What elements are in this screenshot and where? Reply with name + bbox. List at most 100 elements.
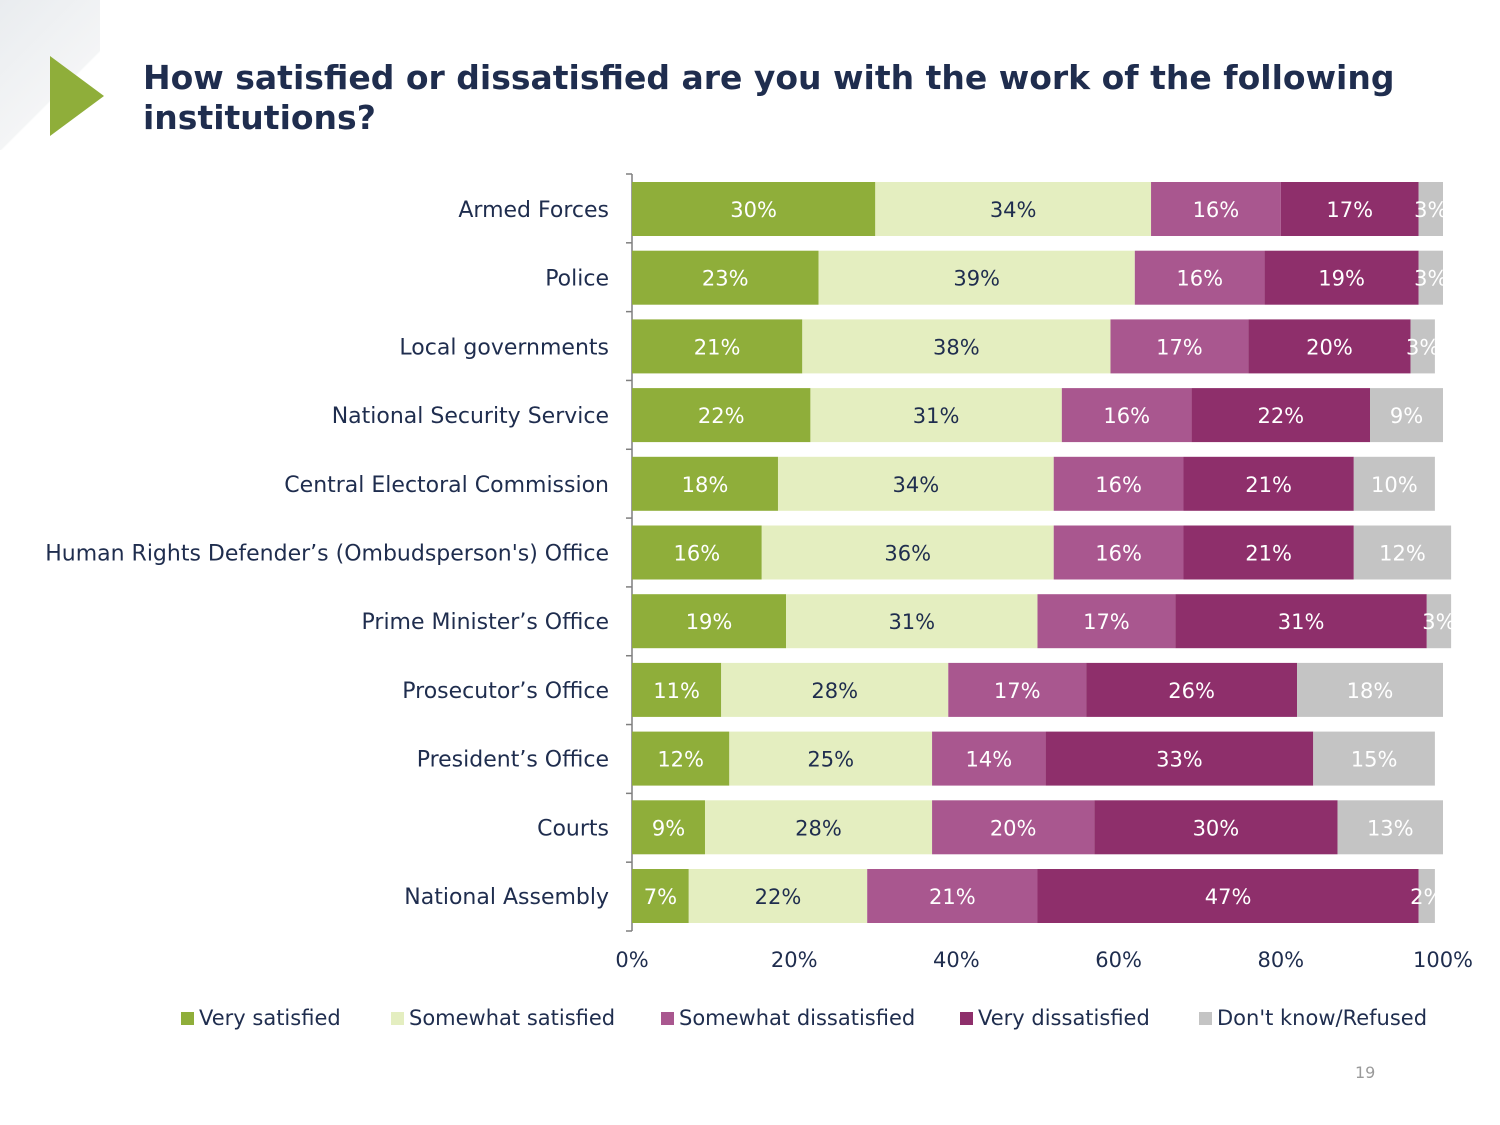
legend-item: Very dissatisfied bbox=[960, 1003, 1150, 1033]
category-label: Prime Minister’s Office bbox=[362, 610, 609, 635]
data-label: 21% bbox=[1245, 473, 1292, 497]
bar-segment bbox=[932, 800, 1095, 855]
legend-label: Somewhat satisfied bbox=[409, 1006, 616, 1030]
bar-segment bbox=[632, 319, 803, 374]
data-label: 31% bbox=[913, 404, 960, 428]
legend-swatch bbox=[391, 1011, 404, 1025]
data-label: 21% bbox=[1245, 542, 1292, 566]
bar-segment bbox=[632, 594, 787, 649]
data-label: 11% bbox=[653, 679, 700, 703]
bar-segment bbox=[948, 662, 1087, 717]
data-label: 31% bbox=[888, 610, 935, 634]
bar-segment bbox=[1264, 250, 1419, 305]
data-label: 20% bbox=[990, 816, 1037, 840]
bar-segment bbox=[1175, 594, 1427, 649]
category-label: Armed Forces bbox=[458, 198, 609, 223]
bar-segment bbox=[1086, 662, 1298, 717]
legend-item: Somewhat dissatisfied bbox=[661, 1003, 915, 1033]
bar-segment bbox=[632, 456, 778, 511]
category-label: Prosecutor’s Office bbox=[402, 679, 609, 704]
bar-segment bbox=[632, 250, 819, 305]
bar-segment bbox=[1053, 525, 1184, 580]
data-label: 34% bbox=[893, 473, 940, 497]
legend-item: Somewhat satisfied bbox=[391, 1003, 615, 1033]
data-label: 16% bbox=[1095, 473, 1142, 497]
x-tick-label: 80% bbox=[1257, 948, 1304, 972]
bar-segment bbox=[688, 869, 868, 923]
x-tick-label: 20% bbox=[771, 948, 818, 972]
bar-segment bbox=[1418, 250, 1443, 305]
x-tick-label: 40% bbox=[933, 948, 980, 972]
data-label: 16% bbox=[1103, 404, 1150, 428]
bar-segment bbox=[632, 388, 811, 443]
bar-segment bbox=[1418, 869, 1435, 923]
data-label: 12% bbox=[657, 748, 704, 772]
bar-segment bbox=[932, 731, 1046, 786]
data-label: 14% bbox=[965, 748, 1012, 772]
stacked-bar-chart: Armed Forces 30% 34% 16% 17% 3% Police 23% 39% 16… bbox=[45, 173, 1473, 972]
bar-segment bbox=[704, 800, 933, 855]
data-label: 34% bbox=[990, 198, 1037, 222]
data-label: 38% bbox=[933, 335, 980, 359]
legend-swatch bbox=[1199, 1011, 1212, 1025]
data-label: 9% bbox=[1390, 404, 1423, 428]
category-label: President’s Office bbox=[417, 748, 609, 773]
data-label: 7% bbox=[644, 885, 677, 909]
bar-segment bbox=[1191, 388, 1371, 443]
legend-swatch bbox=[960, 1011, 973, 1025]
legend-label: Somewhat dissatisfied bbox=[679, 1006, 916, 1030]
data-label: 3% bbox=[1414, 198, 1447, 222]
data-label: 10% bbox=[1371, 473, 1418, 497]
data-label: 19% bbox=[686, 610, 733, 634]
bar-segment bbox=[632, 662, 722, 717]
data-label: 17% bbox=[994, 679, 1041, 703]
bar-segment bbox=[1134, 250, 1265, 305]
legend-item: Very satisfied bbox=[181, 1003, 341, 1033]
page-number: 19 bbox=[1355, 1063, 1376, 1082]
data-label: 2% bbox=[1410, 885, 1443, 909]
data-label: 3% bbox=[1406, 335, 1439, 359]
legend-label: Very dissatisfied bbox=[978, 1006, 1150, 1030]
bar-segment bbox=[1410, 319, 1435, 374]
bar-segment bbox=[1183, 525, 1354, 580]
data-label: 31% bbox=[1278, 610, 1325, 634]
data-label: 30% bbox=[1193, 816, 1240, 840]
data-label: 9% bbox=[652, 816, 685, 840]
data-label: 17% bbox=[1326, 198, 1373, 222]
category-label: National Security Service bbox=[332, 404, 609, 429]
bar-segment bbox=[1061, 388, 1192, 443]
category-label: Local governments bbox=[399, 335, 609, 360]
data-label: 22% bbox=[698, 404, 745, 428]
data-label: 18% bbox=[1347, 679, 1394, 703]
data-label: 21% bbox=[694, 335, 741, 359]
data-label: 16% bbox=[1095, 542, 1142, 566]
bar-segment bbox=[777, 456, 1054, 511]
data-label: 39% bbox=[953, 267, 1000, 291]
bar-segment bbox=[632, 800, 705, 855]
data-label: 22% bbox=[755, 885, 802, 909]
data-label: 19% bbox=[1318, 267, 1365, 291]
data-label: 33% bbox=[1156, 748, 1203, 772]
x-tick-label: 100% bbox=[1413, 948, 1473, 972]
category-label: Police bbox=[545, 267, 609, 292]
category-label: National Assembly bbox=[404, 885, 609, 910]
bar-segment bbox=[1248, 319, 1411, 374]
bar-segment bbox=[729, 731, 933, 786]
data-label: 16% bbox=[1176, 267, 1223, 291]
data-label: 16% bbox=[1193, 198, 1240, 222]
data-label: 15% bbox=[1351, 748, 1398, 772]
bar-segment bbox=[1183, 456, 1354, 511]
data-label: 28% bbox=[795, 816, 842, 840]
data-label: 17% bbox=[1156, 335, 1203, 359]
data-label: 18% bbox=[682, 473, 729, 497]
data-label: 23% bbox=[702, 267, 749, 291]
bar-segment bbox=[1418, 182, 1443, 236]
bar-segment bbox=[632, 182, 876, 236]
bar-segment bbox=[875, 182, 1152, 236]
bar-segment bbox=[802, 319, 1111, 374]
data-label: 17% bbox=[1083, 610, 1130, 634]
data-label: 28% bbox=[811, 679, 858, 703]
bar-segment bbox=[632, 869, 689, 923]
data-label: 16% bbox=[674, 542, 721, 566]
bar-segment bbox=[632, 525, 762, 580]
